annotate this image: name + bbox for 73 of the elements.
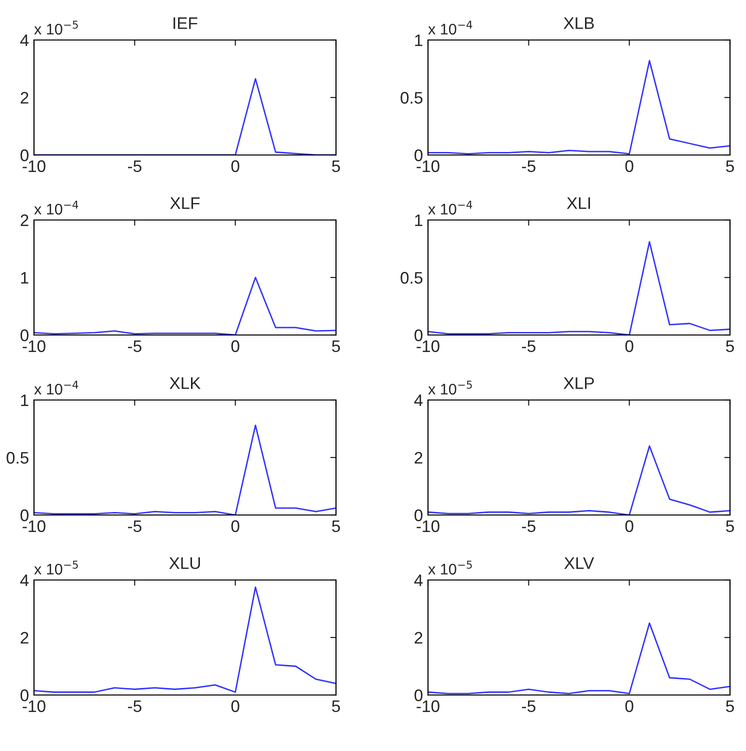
chart-title: IEF [174,17,198,29]
chart-title: XLK [170,377,201,389]
y-tick-label: 0.5 [400,272,422,284]
text: x 10$^{−4}$ [34,200,78,215]
text: x 10$^{−5}$ [428,560,472,575]
y-tick-label: 0 [20,329,28,342]
y-tick-label: 4 [20,34,29,46]
text: x 10$^{−4}$ [34,380,78,395]
x-tick-label: -5 [128,700,142,712]
x-tick-label: -5 [522,160,536,172]
line-series [34,586,336,693]
x-tick-label: -5 [522,340,536,352]
text: x 10$^{−5}$ [34,560,78,575]
x-tick-label: 0 [625,520,634,532]
x-tick-label: 5 [726,160,734,172]
chart-title: XLB [564,17,594,29]
x-tick-label: 5 [332,520,340,532]
y-tick-label: 0.5 [400,92,422,104]
y-tick-label: 2 [20,92,28,104]
y-tick-label: 0 [414,509,422,522]
text: x 10$^{−5}$ [428,380,472,395]
y-tick-label: 0 [20,149,28,162]
x-tick-label: -10 [22,340,46,352]
y-tick-label: 2 [20,214,28,226]
x-tick-label: 0 [231,520,240,532]
x-tick-label: -10 [22,160,46,172]
y-tick-label: 2 [414,452,422,464]
x-tick-label: -5 [128,160,142,172]
chart-title: XLV [564,557,594,569]
x-tick-label: 0 [231,340,240,352]
x-tick-label: -10 [416,520,440,532]
x-tick-label: -5 [522,520,536,532]
x-tick-label: 0 [625,340,634,352]
y-tick-label: 1 [21,394,28,406]
x-tick-label: 0 [231,700,240,712]
y-tick-label: 0 [414,689,422,702]
x-tick-label: -10 [416,160,440,172]
x-tick-label: -10 [22,700,46,712]
x-tick-label: 0 [625,160,634,172]
y-tick-label: 2 [414,632,422,644]
x-tick-label: -5 [128,520,142,532]
x-tick-label: 5 [332,160,340,172]
x-tick-label: -5 [128,340,142,352]
chart-title: XLI [566,197,590,209]
x-tick-label: 5 [726,340,734,352]
y-tick-label: 1 [21,272,28,284]
x-tick-label: 0 [231,160,240,172]
chart-title: XLP [564,377,594,389]
text: x 10$^{−5}$ [34,20,78,35]
text: x 10$^{−4}$ [428,20,472,35]
y-tick-label: 0 [414,149,422,162]
chart-title: XLU [169,557,200,570]
y-tick-label: 4 [414,394,423,406]
y-tick-label: 0.5 [6,452,28,464]
x-tick-label: -10 [22,520,46,532]
y-tick-label: 1 [415,214,422,226]
x-tick-label: 5 [726,700,734,712]
x-tick-label: -5 [522,700,536,712]
x-tick-label: 5 [726,520,734,532]
y-tick-label: 0 [20,509,28,522]
chart-title: XLF [170,197,200,209]
x-tick-label: -10 [416,340,440,352]
y-tick-label: 4 [414,574,423,586]
y-tick-label: 4 [20,574,29,586]
y-tick-label: 2 [20,632,28,644]
text: x 10$^{−4}$ [428,200,472,215]
x-tick-label: -10 [416,700,440,712]
x-tick-label: 5 [332,340,340,352]
x-tick-label: 5 [332,700,340,712]
x-tick-label: 0 [625,700,634,712]
y-tick-label: 0 [414,329,422,342]
y-tick-label: 1 [415,34,422,46]
y-tick-label: 0 [20,689,28,702]
